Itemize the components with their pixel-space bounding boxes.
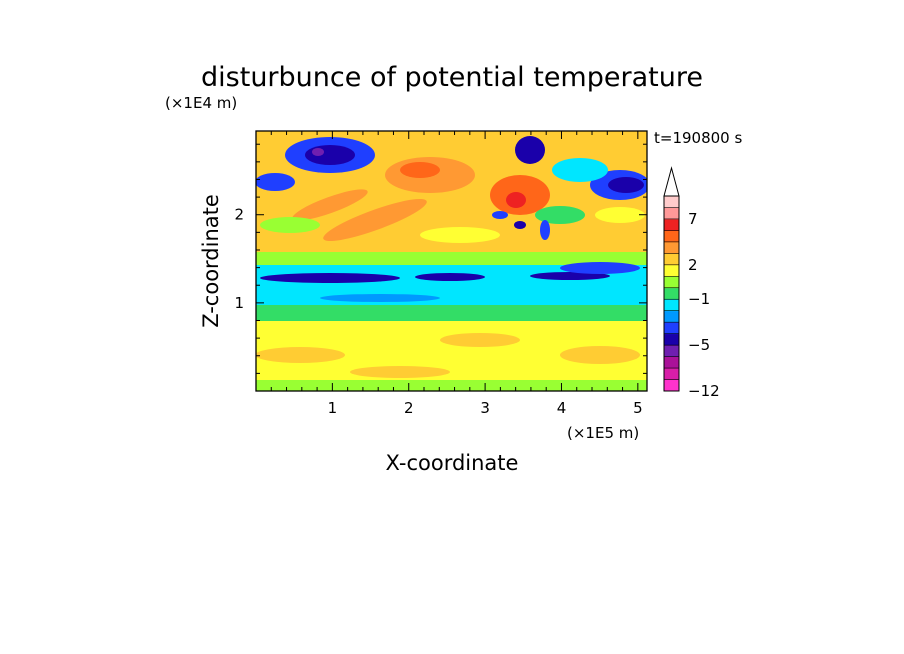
colorbar-label: 2 [688, 256, 698, 274]
colorbar-extend-max [663, 166, 680, 197]
colorbar-swatch [664, 196, 679, 208]
y-tick-label: 2 [234, 206, 244, 224]
colorbar-swatch [664, 356, 679, 369]
colorbar-label: −1 [688, 290, 710, 308]
x-unit-label: (×1E5 m) [567, 424, 639, 442]
colorbar-swatch [664, 264, 679, 277]
colorbar-swatch [664, 379, 679, 392]
x-axis: 1 2 3 4 5 [270, 131, 643, 417]
colorbar-label: −5 [688, 336, 710, 354]
colorbar-swatch [664, 253, 679, 266]
x-tick-label: 3 [480, 399, 490, 417]
colorbar-swatch [664, 345, 679, 357]
time-label: t=190800 s [654, 129, 742, 147]
y-unit-label: (×1E4 m) [165, 94, 237, 112]
colorbar-label: 7 [688, 210, 698, 228]
colorbar: 7 2 −1 −5 −12 [663, 166, 720, 400]
colorbar-swatch [664, 310, 679, 323]
x-tick-label: 5 [633, 399, 643, 417]
colorbar-label: −12 [688, 382, 720, 400]
x-tick-label: 1 [328, 399, 338, 417]
colorbar-swatch [664, 287, 679, 300]
colorbar-swatch [664, 368, 679, 380]
chart-title: disturbunce of potential temperature [201, 62, 703, 93]
x-tick-label: 2 [404, 399, 414, 417]
colorbar-swatch [664, 333, 679, 346]
y-tick-label: 1 [234, 294, 244, 312]
x-tick-label: 4 [557, 399, 567, 417]
colorbar-swatch [664, 322, 679, 335]
colorbar-swatch [664, 218, 679, 231]
colorbar-swatch [664, 241, 679, 254]
colorbar-swatch [664, 276, 679, 289]
colorbar-swatch [664, 299, 679, 312]
x-axis-label: X-coordinate [386, 451, 519, 475]
colorbar-swatch [664, 207, 679, 220]
y-axis: 12 [234, 143, 647, 374]
plot-frame [255, 130, 648, 392]
colorbar-swatch [664, 230, 679, 243]
heatmap-field [256, 131, 647, 391]
y-axis-label: Z-coordinate [199, 194, 223, 328]
